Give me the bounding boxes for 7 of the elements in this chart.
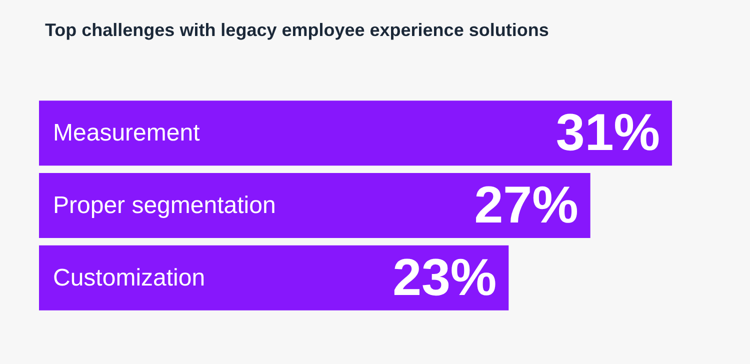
y-tick-label: Customization: [53, 264, 206, 292]
data-label: 27%: [474, 176, 578, 234]
y-tick-label: Measurement: [53, 120, 200, 147]
data-label: 23%: [392, 248, 497, 307]
chart-title: Top challenges with legacy employee experience solutions: [45, 20, 549, 40]
y-tick-label: Proper segmentation: [53, 192, 276, 219]
data-label: 31%: [556, 104, 660, 162]
